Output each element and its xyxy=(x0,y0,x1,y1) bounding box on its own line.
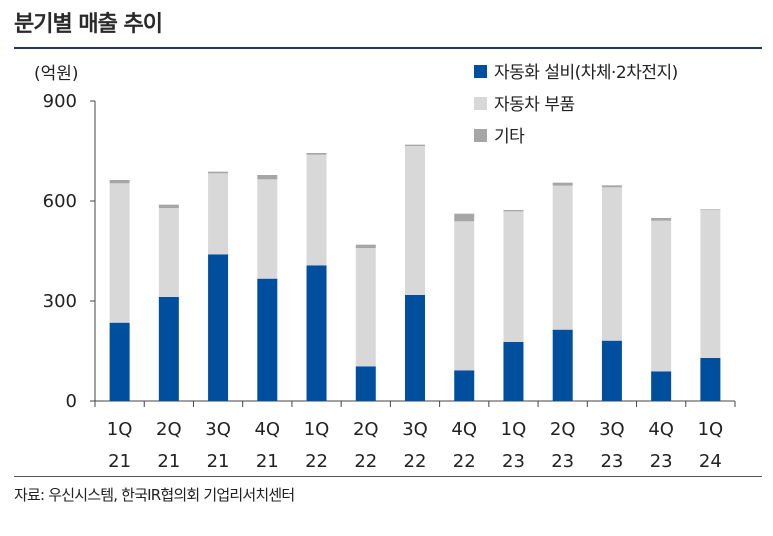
bar-segment-series1-9 xyxy=(552,185,573,330)
bar-segment-series0-9 xyxy=(552,329,573,401)
bar-segment-series1-7 xyxy=(454,221,475,371)
y-tick-label: 600 xyxy=(43,191,77,212)
bar-segment-series1-4 xyxy=(306,154,327,266)
x-tick-label-quarter: 2Q xyxy=(156,419,182,440)
legend-swatch xyxy=(474,129,487,142)
bar-segment-series1-12 xyxy=(700,210,721,358)
quarterly-sales-chart: (억원) 0 300 600 900 1Q 21 2Q 21 3Q 21 4Q 21 1Q 22 2Q 22… xyxy=(34,63,736,472)
bar-segment-series1-6 xyxy=(405,146,425,295)
x-tick-label-year: 22 xyxy=(404,451,427,472)
bar-segment-series0-8 xyxy=(503,342,524,401)
bar-segment-series1-10 xyxy=(601,187,622,341)
bar-segment-series2-6 xyxy=(405,144,425,146)
bar-segment-series0-7 xyxy=(454,370,475,401)
chart-title: 분기별 매출 추이 xyxy=(14,12,163,37)
bar-segment-series0-2 xyxy=(208,254,229,401)
legend-label: 기타 xyxy=(494,127,525,147)
bar-segment-series2-12 xyxy=(700,209,721,210)
bar-segment-series0-10 xyxy=(601,340,622,401)
bar-segment-series2-10 xyxy=(601,185,622,188)
x-tick-label-year: 22 xyxy=(453,451,476,472)
x-tick-label-year: 21 xyxy=(108,451,131,472)
bar-segment-series1-3 xyxy=(257,179,278,279)
x-tick-label-year: 23 xyxy=(650,451,673,472)
legend-label: 자동차 부품 xyxy=(494,95,575,115)
x-tick-label-quarter: 1Q xyxy=(304,419,330,440)
bar-segment-series2-9 xyxy=(552,182,573,186)
bar-segment-series2-3 xyxy=(257,175,278,180)
bar-segment-series0-12 xyxy=(700,358,721,401)
bar-segment-series1-8 xyxy=(503,211,524,342)
title-divider xyxy=(14,47,762,49)
bar-segment-series1-2 xyxy=(208,173,229,255)
x-tick-label-quarter: 4Q xyxy=(648,419,674,440)
bar-segment-series0-1 xyxy=(158,297,179,401)
bar-segment-series2-11 xyxy=(651,218,672,221)
bar-segment-series1-0 xyxy=(109,183,130,323)
footer-divider xyxy=(14,476,762,477)
bar-segment-series0-4 xyxy=(306,265,327,401)
bar-segment-series1-1 xyxy=(158,208,179,297)
bar-segment-series1-11 xyxy=(651,220,672,372)
x-tick-label-year: 21 xyxy=(256,451,279,472)
bar-segment-series2-5 xyxy=(355,244,376,248)
y-tick-label: 900 xyxy=(43,91,77,112)
x-tick-label-quarter: 4Q xyxy=(451,419,477,440)
bar-segment-series2-4 xyxy=(306,153,327,155)
x-tick-label-year: 22 xyxy=(354,451,377,472)
x-tick-label-year: 22 xyxy=(305,451,328,472)
x-tick-label-quarter: 4Q xyxy=(254,419,280,440)
x-axis-labels: 1Q 21 2Q 21 3Q 21 4Q 21 1Q 22 2Q 22 3Q 22 4Q 22 1Q 23 2Q 23… xyxy=(107,419,723,472)
bar-segment-series2-7 xyxy=(454,213,475,222)
x-tick-label-year: 21 xyxy=(157,451,180,472)
y-axis-unit-label: (억원) xyxy=(34,64,79,84)
bar-segment-series0-3 xyxy=(257,278,278,401)
bar-segment-series2-2 xyxy=(208,171,229,174)
x-tick-label-quarter: 1Q xyxy=(107,419,133,440)
bars xyxy=(109,144,721,401)
x-tick-label-year: 21 xyxy=(207,451,230,472)
bar-segment-series2-1 xyxy=(158,204,179,208)
y-tick-label: 300 xyxy=(43,291,77,312)
x-tick-label-quarter: 1Q xyxy=(698,419,724,440)
x-tick-label-year: 24 xyxy=(699,451,722,472)
source-note: 자료: 우신시스템, 한국IR협의회 기업리서치센터 xyxy=(14,486,295,504)
bar-segment-series0-11 xyxy=(651,371,672,401)
x-tick-label-quarter: 1Q xyxy=(501,419,527,440)
x-tick-label-quarter: 3Q xyxy=(402,419,428,440)
x-tick-label-quarter: 3Q xyxy=(599,419,625,440)
axes: 0 300 600 900 xyxy=(43,91,736,412)
y-tick-label: 0 xyxy=(66,391,77,412)
bar-segment-series2-0 xyxy=(109,180,130,184)
x-tick-label-year: 23 xyxy=(551,451,574,472)
bar-segment-series2-8 xyxy=(503,210,524,212)
x-tick-label-quarter: 3Q xyxy=(205,419,231,440)
bar-segment-series0-5 xyxy=(355,366,376,401)
bar-segment-series0-6 xyxy=(405,295,425,401)
legend-label: 자동화 설비(차체·2차전지) xyxy=(494,63,678,83)
x-tick-label-year: 23 xyxy=(502,451,525,472)
legend-swatch xyxy=(474,97,487,110)
legend-swatch xyxy=(474,65,487,78)
x-tick-label-year: 23 xyxy=(600,451,623,472)
bar-segment-series0-0 xyxy=(109,322,130,401)
x-tick-label-quarter: 2Q xyxy=(353,419,379,440)
bar-segment-series1-5 xyxy=(355,248,376,367)
x-tick-label-quarter: 2Q xyxy=(550,419,576,440)
